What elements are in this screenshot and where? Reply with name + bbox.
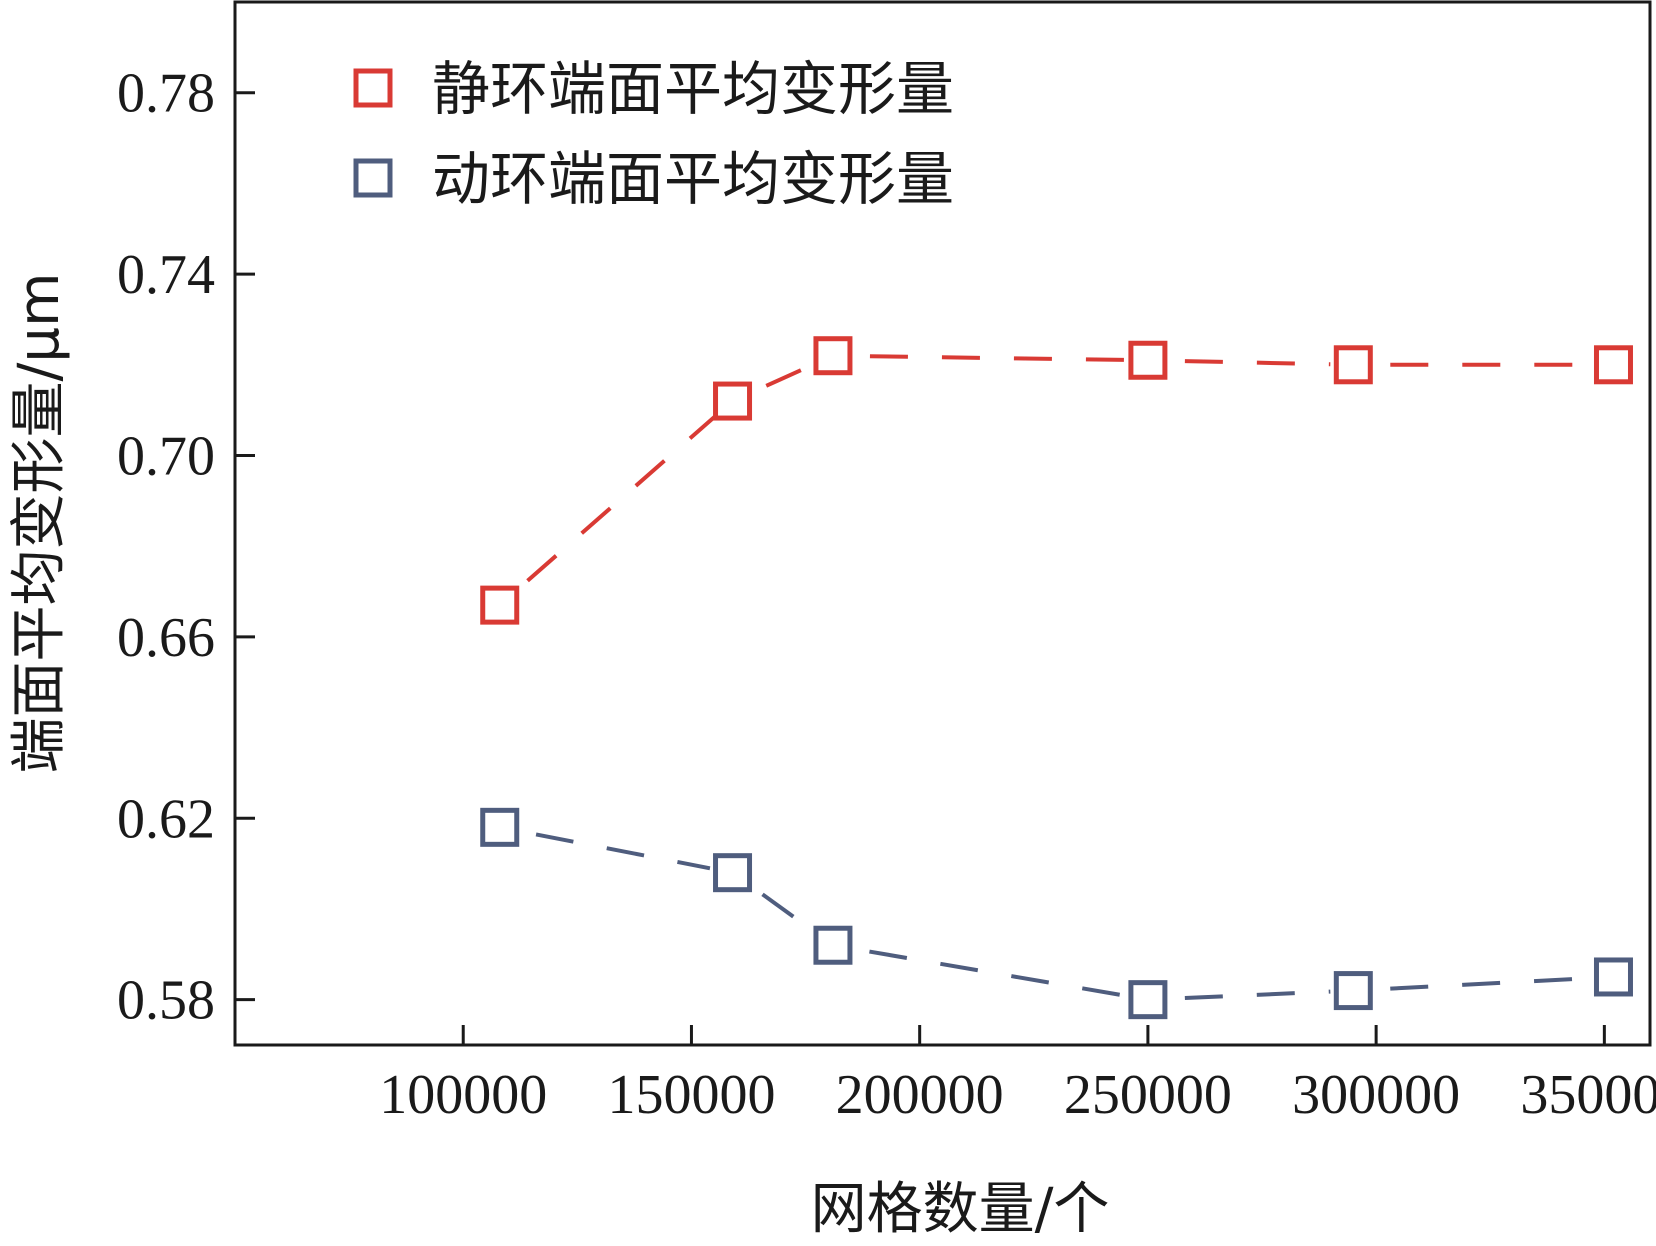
- x-tick-label: 300000: [1292, 1064, 1460, 1126]
- series-0-line-segment: [1170, 358, 1331, 367]
- series-1-point: [1593, 957, 1633, 997]
- series-1-point: [713, 853, 753, 893]
- y-tick-label: 0.78: [117, 63, 215, 125]
- series-0-point: [1333, 345, 1373, 385]
- series-1-point: [813, 925, 853, 965]
- series-0-line-segment: [515, 414, 717, 592]
- series-layer: [480, 336, 1633, 1020]
- y-tick-label: 0.70: [117, 425, 215, 487]
- series-1-point: [1333, 971, 1373, 1011]
- y-tick-label: 0.58: [117, 970, 215, 1032]
- x-tick-label: 150000: [607, 1064, 775, 1126]
- x-axis-title: 网格数量/个: [811, 1177, 1110, 1242]
- series-0-point: [713, 381, 753, 421]
- y-tick-label: 0.74: [117, 244, 215, 306]
- x-tick-label: 100000: [379, 1064, 547, 1126]
- series-0-line-segment: [855, 354, 1125, 362]
- series-0-point: [1593, 345, 1633, 385]
- legend-label: 动环端面平均变形量: [432, 145, 954, 213]
- series-1-line-segment: [1376, 976, 1591, 992]
- series-1-line-segment: [521, 829, 711, 871]
- legend-marker: [353, 158, 393, 198]
- y-tick-label: 0.66: [117, 607, 215, 669]
- y-axis-title: 端面平均变形量/μm: [7, 272, 72, 773]
- series-0-point: [480, 585, 520, 625]
- series-1-point: [1128, 980, 1168, 1020]
- series-1-line-segment: [1170, 989, 1331, 1001]
- series-1-line-segment: [750, 884, 816, 934]
- plot-frame: [233, 0, 1652, 1047]
- series-1-line-segment: [855, 947, 1126, 998]
- y-axis: 0.58 0.62 0.66 0.70 0.74 0.78: [117, 63, 255, 1032]
- y-tick-label: 0.62: [117, 788, 215, 850]
- series-1-point: [480, 807, 520, 847]
- x-tick-label: 200000: [836, 1064, 1004, 1126]
- legend-label: 静环端面平均变形量: [432, 55, 954, 123]
- series-0-point: [813, 336, 853, 376]
- legend-marker: [353, 68, 393, 108]
- series-0-line-segment: [752, 363, 813, 394]
- series-0-point: [1128, 340, 1168, 380]
- x-tick-label: 250000: [1064, 1064, 1232, 1126]
